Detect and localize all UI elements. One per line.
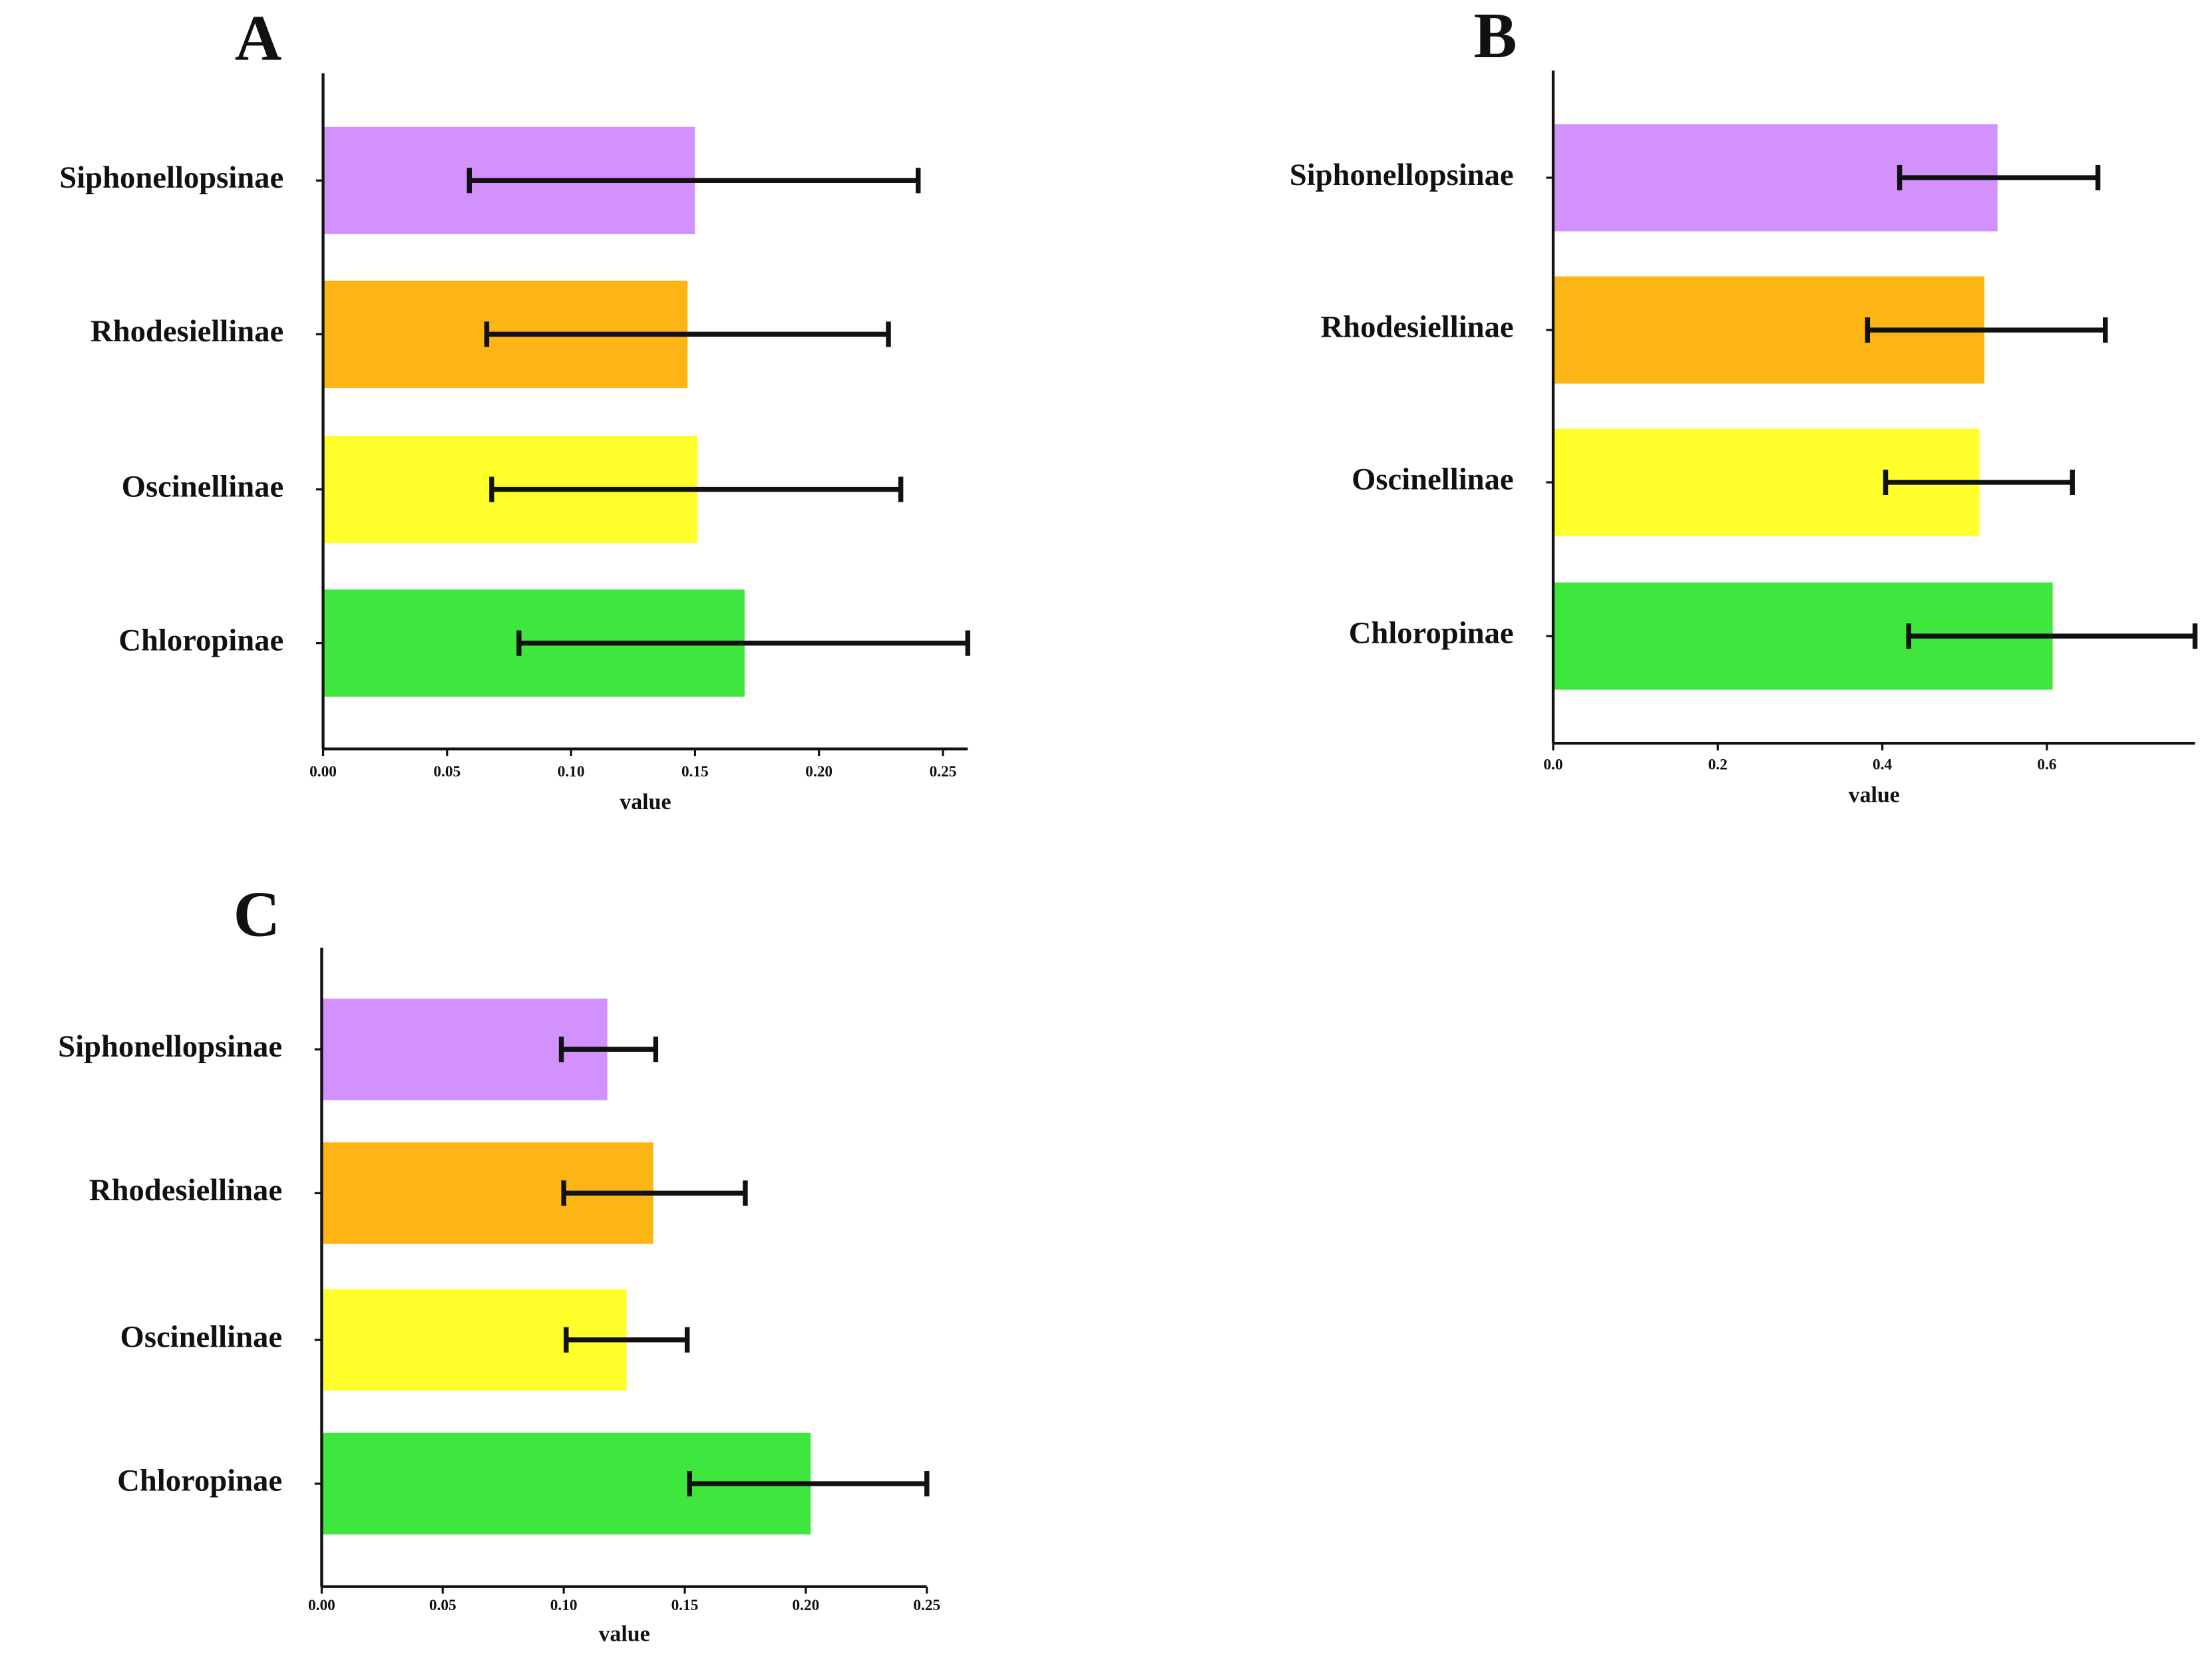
panel-label: B	[1474, 0, 1517, 72]
error-bar	[1865, 317, 2108, 343]
x-tick-label: 0.20	[805, 763, 832, 780]
category-label: Oscinellinae	[120, 1320, 282, 1355]
category-label: Chloropinae	[117, 1464, 282, 1498]
x-tick-label: 0.00	[309, 763, 337, 780]
x-tick-label: 0.00	[308, 1597, 335, 1614]
x-tick-label: 0.15	[681, 763, 709, 780]
category-label: Rhodesiellinae	[89, 1173, 282, 1208]
x-axis-label: value	[1849, 782, 1900, 807]
category-label: Chloropinae	[1349, 616, 1514, 651]
error-bar	[516, 630, 970, 656]
error-bar	[466, 168, 921, 194]
error-bar	[1906, 623, 2198, 649]
x-tick-label: 0.6	[2037, 756, 2056, 773]
error-bar	[558, 1037, 659, 1063]
x-axis-label: value	[598, 1622, 649, 1647]
error-bar	[1897, 165, 2101, 191]
x-tick-label: 0.10	[558, 763, 585, 780]
x-tick-label: 0.2	[1708, 756, 1728, 773]
x-tick-label: 0.25	[930, 763, 957, 780]
category-label: Rhodesiellinae	[91, 314, 283, 349]
x-tick-label: 0.25	[913, 1597, 940, 1614]
error-bar	[484, 321, 891, 347]
category-label: Oscinellinae	[122, 469, 283, 504]
error-bar	[564, 1327, 690, 1353]
category-label: Oscinellinae	[1352, 462, 1513, 497]
x-tick-label: 0.05	[433, 763, 461, 780]
x-tick-label: 0.10	[550, 1597, 578, 1614]
x-axis-label: value	[620, 790, 671, 814]
x-tick-label: 0.15	[671, 1597, 699, 1614]
category-label: Chloropinae	[118, 623, 283, 657]
error-bar	[489, 476, 904, 502]
category-label: Siphonellopsinae	[1290, 158, 1514, 192]
category-label: Siphonellopsinae	[59, 160, 283, 195]
x-tick-label: 0.20	[793, 1597, 820, 1614]
panel-label: C	[234, 879, 280, 951]
category-label: Rhodesiellinae	[1320, 310, 1513, 345]
error-bar	[561, 1180, 748, 1206]
panel-label: A	[235, 3, 281, 75]
x-tick-label: 0.05	[429, 1597, 457, 1614]
error-bar	[1883, 469, 2075, 496]
x-tick-label: 0.0	[1543, 756, 1563, 773]
x-tick-label: 0.4	[1873, 756, 1892, 773]
category-label: Siphonellopsinae	[58, 1029, 282, 1064]
error-bar	[687, 1470, 930, 1497]
